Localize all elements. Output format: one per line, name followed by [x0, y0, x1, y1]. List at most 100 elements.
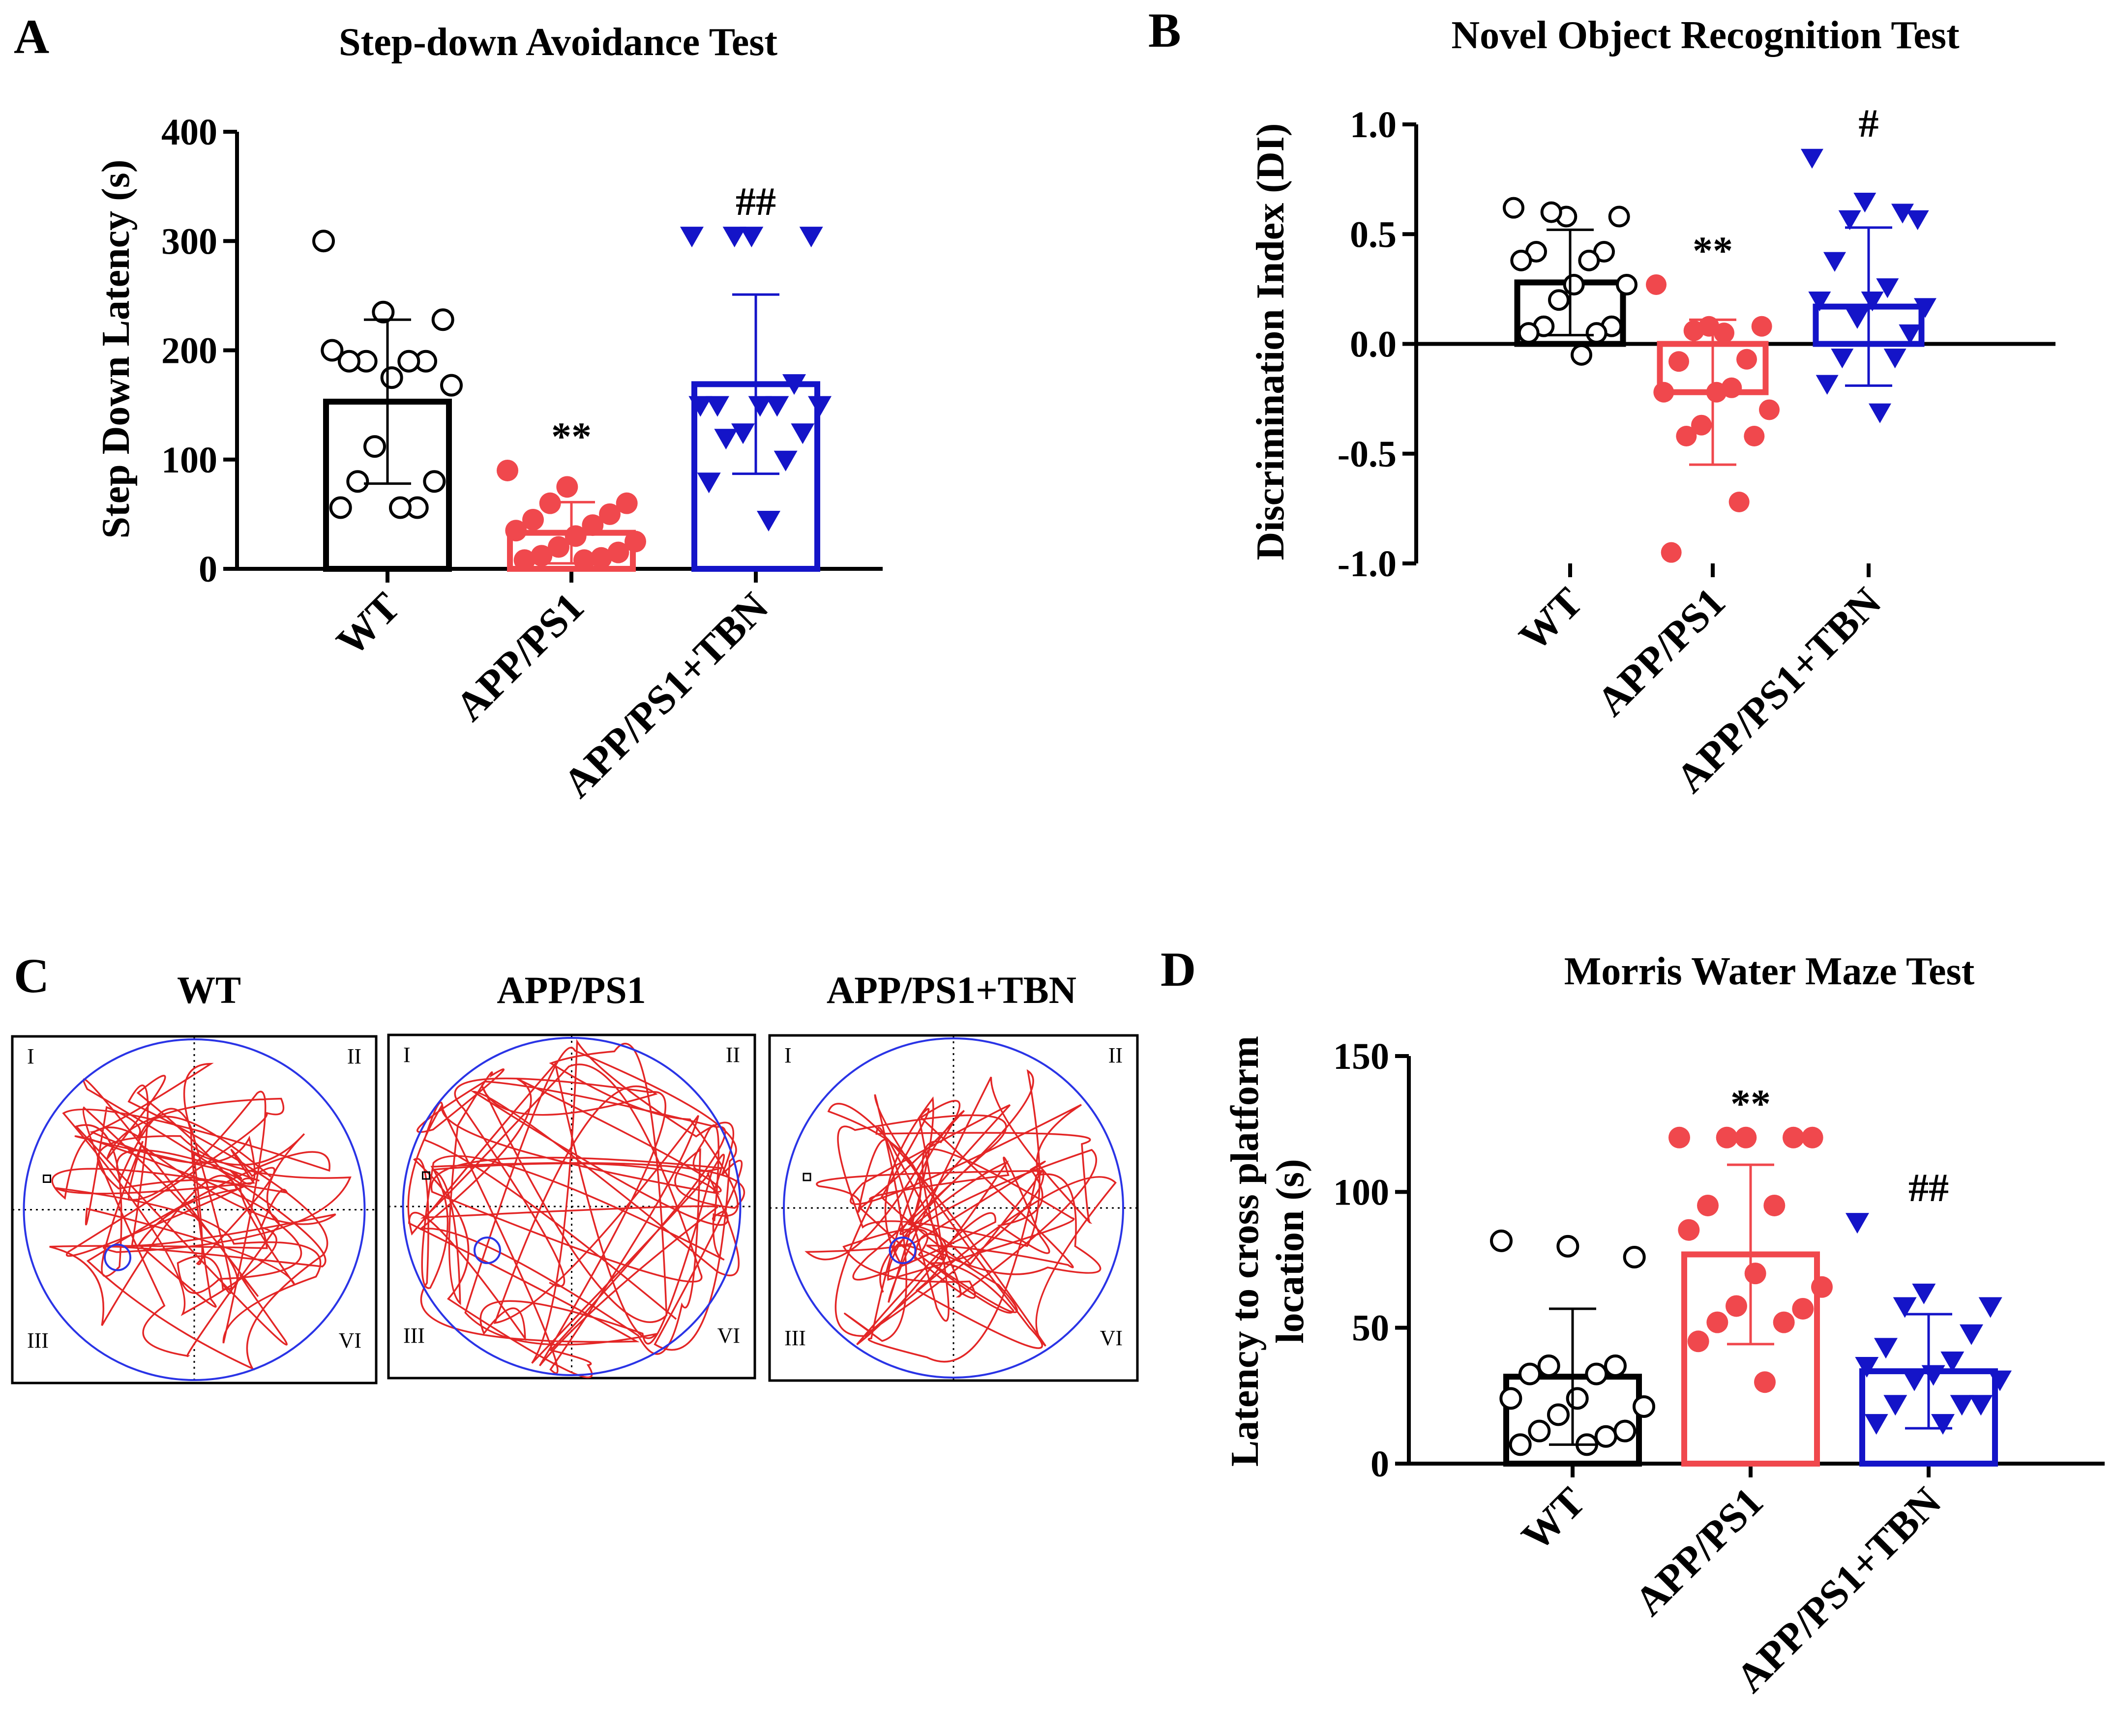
data-point-d [1855, 1357, 1879, 1378]
data-point-a [625, 530, 646, 553]
chart-title-b: Novel Object Recognition Test [1451, 14, 1960, 57]
data-point-d [1537, 1354, 1560, 1378]
data-point-d [1556, 1235, 1579, 1258]
data-point-d [1566, 1387, 1589, 1410]
data-point-d [1811, 1276, 1833, 1298]
data-point-b [1563, 273, 1585, 295]
data-point-a [731, 423, 755, 444]
start-marker [803, 1173, 811, 1181]
data-point-d [1726, 1295, 1747, 1317]
y-tick-label-d: 150 [1333, 1036, 1389, 1077]
data-point-a [722, 227, 746, 248]
y-tick-label-b: 0.5 [1350, 214, 1397, 255]
data-point-d [1613, 1419, 1637, 1442]
data-point-a [599, 503, 621, 525]
data-point-d [1754, 1371, 1776, 1393]
data-point-b [1899, 324, 1922, 345]
data-point-a [757, 510, 780, 531]
data-point-d [1801, 1126, 1823, 1148]
data-point-a [791, 423, 815, 444]
quadrant-label: VI [717, 1324, 740, 1348]
pool-boundary [23, 1038, 366, 1381]
data-point-d [1716, 1126, 1738, 1148]
data-point-a [380, 366, 403, 389]
data-point-b [1585, 322, 1608, 344]
data-point-b [1846, 309, 1869, 329]
data-point-b [1816, 375, 1839, 395]
data-point-a [513, 549, 536, 571]
y-tick-label-a: 200 [161, 330, 217, 372]
data-point-a [522, 508, 544, 530]
data-point-b [1653, 382, 1674, 403]
data-point-a [321, 339, 344, 362]
data-point-d [1912, 1283, 1936, 1304]
significance-mark-a: ## [736, 179, 776, 224]
data-point-a [740, 227, 764, 248]
data-point-a [697, 472, 721, 494]
panel-d: D Morris Water Maze Test Latency to cros… [1161, 942, 2105, 1701]
data-point-d [1706, 1311, 1728, 1333]
data-point-a [799, 227, 823, 248]
quadrant-label: I [784, 1043, 792, 1067]
maze-title-wt: WT [177, 969, 241, 1011]
data-point-a [765, 396, 789, 417]
data-point-a [329, 496, 352, 519]
data-point-a [389, 496, 412, 519]
data-point-a [808, 396, 832, 417]
data-point-a [680, 227, 704, 248]
plot-area-b: -1.0-0.50.00.51.0WT**APP/PS1#APP/PS1+TBN [1338, 101, 2055, 801]
quadrant-label: III [27, 1328, 49, 1353]
data-point-b [1914, 298, 1936, 318]
y-tick-label-d: 0 [1370, 1443, 1389, 1485]
significance-mark-a: ** [551, 414, 592, 459]
data-point-d [1668, 1126, 1690, 1148]
category-label-d: WT [1513, 1479, 1594, 1560]
quadrant-label: II [1108, 1043, 1123, 1067]
data-point-b [1759, 399, 1780, 420]
data-point-d [1874, 1338, 1898, 1359]
data-point-b [1838, 210, 1861, 230]
data-point-b [1668, 351, 1689, 372]
panel-a: A Step-down Avoidance Test Step Down Lat… [14, 9, 883, 806]
data-point-a [706, 396, 729, 417]
data-point-d [1921, 1365, 1945, 1386]
data-point-a [590, 547, 612, 569]
data-point-a [616, 492, 638, 514]
data-point-a [431, 308, 454, 331]
data-point-b [1869, 403, 1891, 423]
swim-track [49, 1062, 352, 1371]
data-point-d [1633, 1395, 1655, 1418]
data-point-b [1823, 252, 1846, 272]
platform-location [104, 1243, 132, 1271]
data-point-a [548, 536, 569, 558]
data-point-b [1876, 278, 1899, 298]
data-point-b [1801, 148, 1823, 169]
data-point-b [1906, 210, 1929, 230]
quadrant-label: I [27, 1044, 34, 1068]
y-axis-label-d-line1: Latency to cross platform [1223, 1036, 1267, 1467]
quadrant-label: III [784, 1326, 806, 1350]
category-label-b: WT [1511, 579, 1592, 660]
pool-boundary [402, 1037, 742, 1376]
data-point-b [1744, 426, 1765, 447]
data-point-d [1490, 1229, 1513, 1252]
data-point-a [346, 470, 369, 493]
y-tick-label-d: 100 [1333, 1172, 1389, 1213]
y-tick-label-b: 1.0 [1350, 104, 1397, 146]
data-point-b [1571, 344, 1592, 366]
data-point-d [1697, 1194, 1719, 1216]
data-point-b [1751, 316, 1772, 337]
quadrant-label: III [403, 1324, 425, 1348]
data-point-d [1950, 1395, 1974, 1416]
data-point-d [1792, 1297, 1814, 1320]
y-tick-label-a: 300 [161, 221, 217, 262]
panel-b: B Novel Object Recognition Test Discrimi… [1148, 3, 2055, 801]
data-point-a [440, 374, 463, 397]
data-point-a [531, 545, 553, 567]
data-point-a [774, 450, 798, 471]
data-point-a [505, 520, 527, 542]
